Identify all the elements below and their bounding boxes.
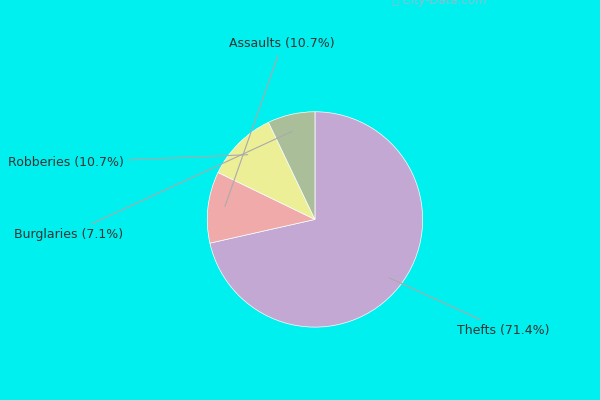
Text: Thefts (71.4%): Thefts (71.4%) (389, 278, 550, 337)
Text: Burglaries (7.1%): Burglaries (7.1%) (14, 131, 292, 241)
Wedge shape (207, 172, 315, 243)
Wedge shape (268, 112, 315, 220)
Wedge shape (218, 122, 315, 220)
Wedge shape (210, 112, 422, 327)
Text: Robberies (10.7%): Robberies (10.7%) (8, 155, 248, 169)
Text: ⓘ City-Data.com: ⓘ City-Data.com (392, 0, 487, 6)
Text: Assaults (10.7%): Assaults (10.7%) (225, 38, 335, 206)
